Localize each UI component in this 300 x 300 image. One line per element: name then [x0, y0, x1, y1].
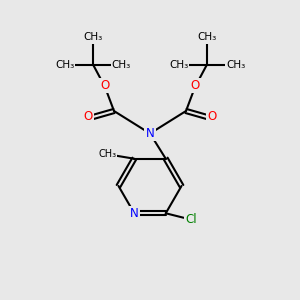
Text: O: O [100, 79, 109, 92]
Text: N: N [130, 207, 139, 220]
Text: CH₃: CH₃ [98, 149, 116, 159]
Text: CH₃: CH₃ [55, 59, 74, 70]
Text: CH₃: CH₃ [83, 32, 103, 43]
Text: CH₃: CH₃ [197, 32, 217, 43]
Text: O: O [190, 79, 200, 92]
Text: N: N [146, 127, 154, 140]
Text: Cl: Cl [185, 213, 197, 226]
Text: CH₃: CH₃ [226, 59, 245, 70]
Text: O: O [207, 110, 216, 124]
Text: O: O [84, 110, 93, 124]
Text: CH₃: CH₃ [112, 59, 131, 70]
Text: CH₃: CH₃ [169, 59, 188, 70]
